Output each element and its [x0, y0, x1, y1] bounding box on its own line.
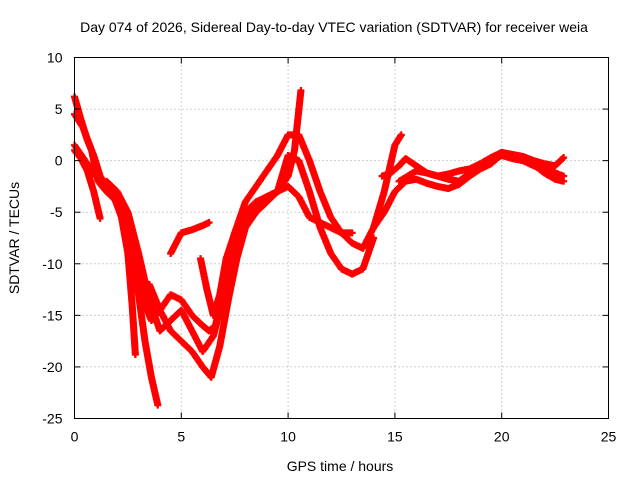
x-tick-label: 15 [387, 429, 403, 445]
data-point [205, 219, 213, 227]
x-tick-label: 0 [71, 429, 79, 445]
y-tick-label: -15 [42, 307, 62, 323]
x-tick-label: 25 [601, 429, 617, 445]
data-point [397, 131, 405, 139]
x-axis-label: GPS time / hours [287, 458, 394, 474]
data-point [96, 214, 104, 222]
series-2 [71, 110, 139, 359]
series-6 [145, 151, 378, 381]
data-point [297, 87, 305, 95]
y-tick-label: 0 [55, 153, 63, 169]
plot-frame [74, 57, 609, 419]
series-10 [370, 150, 568, 232]
series-11 [395, 148, 568, 185]
grid-lines [74, 57, 609, 419]
data-point [560, 177, 568, 185]
y-tick-label: -10 [42, 256, 62, 272]
x-tick-label: 10 [280, 429, 296, 445]
data-point [131, 351, 139, 359]
y-tick-label: 10 [47, 50, 63, 66]
y-tick-label: -25 [42, 411, 62, 427]
x-tick-label: 20 [494, 429, 510, 445]
axis-ticks: 0 5 10 15 20 25 -25 -20 -15 -10 -5 0 5 10 [42, 50, 616, 445]
y-tick-label: -20 [42, 359, 62, 375]
x-tick-label: 5 [177, 429, 185, 445]
y-tick-label: 5 [55, 101, 63, 117]
y-tick-label: -5 [50, 204, 63, 220]
series-7 [167, 219, 213, 257]
data-point [370, 234, 378, 242]
series-8 [197, 182, 356, 319]
chart-title: Day 074 of 2026, Sidereal Day-to-day VTE… [80, 19, 588, 35]
data-points [71, 87, 568, 409]
data-point [154, 401, 162, 409]
data-point [348, 229, 356, 237]
y-axis-label: SDTVAR / TECUs [6, 182, 22, 294]
data-point [560, 154, 568, 162]
